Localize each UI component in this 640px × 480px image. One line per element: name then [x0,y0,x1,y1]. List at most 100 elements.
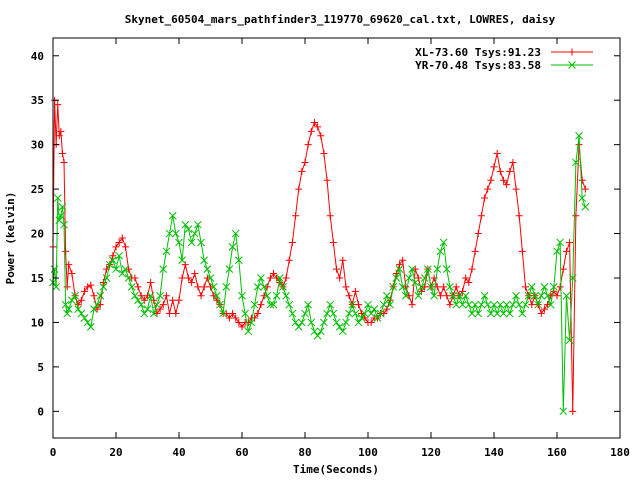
data-point [316,327,325,336]
data-point [65,261,73,269]
data-point [449,291,457,300]
data-point [64,305,73,313]
data-point [490,163,498,171]
data-point [436,292,444,300]
data-point [578,194,587,202]
data-point [74,305,83,313]
data-point [581,203,590,211]
data-point [238,291,246,300]
data-point [345,309,353,318]
data-point [61,300,70,309]
data-point [389,283,398,291]
data-point [187,238,196,247]
data-point [131,291,139,300]
data-point [446,283,454,291]
data-point [317,132,325,140]
data-point [57,211,65,220]
data-point [430,291,439,300]
data-point [414,291,423,300]
data-point [232,314,240,322]
data-point [121,243,129,251]
data-point [115,251,124,260]
data-point [292,212,300,220]
data-point [90,305,98,313]
data-point [518,309,527,318]
data-point [307,318,316,327]
data-point [241,309,250,318]
y-tick-label: 5 [37,361,44,374]
data-point [200,256,209,265]
data-point [134,296,142,305]
data-point [373,314,382,322]
data-point [392,274,401,282]
data-point [270,270,277,278]
data-point [112,265,120,273]
data-point [568,274,577,282]
data-point [213,296,221,304]
data-point [169,296,177,304]
data-point [506,167,514,175]
data-point [143,305,152,313]
data-point [250,300,259,309]
data-point [392,270,400,278]
data-point [244,327,253,336]
data-point [168,211,177,220]
data-point [137,292,145,300]
data-point [118,269,127,278]
data-point [178,256,187,265]
data-point [515,300,524,309]
data-point [304,141,312,149]
data-point [144,292,151,300]
data-point [471,300,479,309]
data-point [272,291,281,300]
y-tick-label: 25 [31,183,44,196]
data-point [102,274,111,282]
data-point [405,292,413,300]
data-point [313,331,322,340]
data-point [342,283,350,291]
data-point [440,283,448,291]
y-tick-label: 10 [31,316,44,329]
y-tick-label: 15 [31,272,44,285]
data-point [219,309,227,318]
data-point [427,283,435,291]
data-point [483,300,492,309]
data-point [200,283,208,291]
data-point [461,291,470,300]
data-point [487,176,495,184]
data-point [401,291,410,300]
data-point [446,301,454,309]
data-point [253,283,262,291]
data-point [367,318,375,326]
data-point [565,336,574,345]
data-point [477,300,486,309]
data-point [335,323,344,331]
data-point [338,327,347,336]
data-point [99,278,107,286]
data-point [581,185,589,193]
data-point [279,283,287,291]
data-point [297,318,306,327]
data-point [288,309,297,318]
data-point [528,301,536,309]
data-point [203,274,211,282]
data-point [210,292,218,300]
data-point [162,292,170,300]
data-point [181,261,189,269]
x-axis-title: Time(Seconds) [293,463,379,476]
data-point [348,300,357,309]
x-tick-label: 80 [298,446,311,459]
data-point [209,283,218,291]
data-point [50,265,59,273]
data-point [572,158,580,167]
data-point [420,274,429,282]
data-point [464,300,473,309]
data-point [134,283,142,291]
data-point [572,212,580,220]
data-point [474,230,482,238]
data-point [355,301,363,309]
data-point [547,292,555,300]
data-point [527,283,536,291]
data-point [260,292,268,300]
axes: 0 20 40 60 80 100 120 140 160 180 0 5 10 15 20 25 30 35 40 [31,38,630,459]
